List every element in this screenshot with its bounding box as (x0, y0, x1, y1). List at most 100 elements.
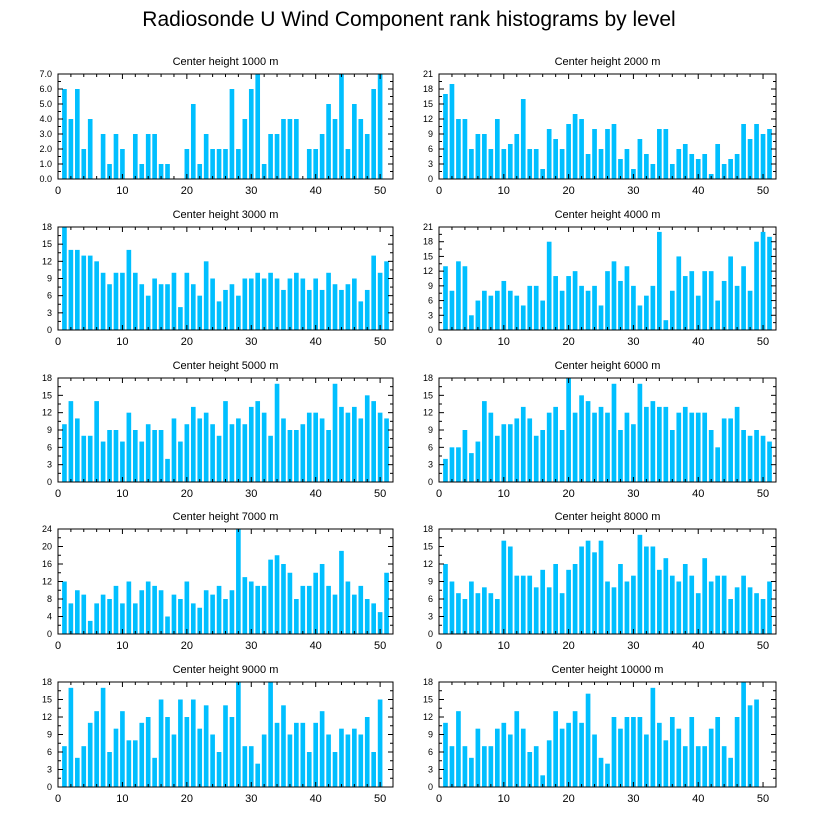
bar (546, 241, 552, 330)
bar (540, 775, 546, 787)
x-tick-label: 40 (310, 336, 322, 348)
bar (358, 585, 364, 635)
panel-title: Center height 4000 m (555, 209, 661, 221)
bar (319, 711, 325, 787)
bar (482, 401, 487, 482)
y-tick-label: 0 (428, 782, 433, 792)
bar (62, 89, 67, 179)
y-tick-label: 0 (47, 782, 52, 792)
bar (287, 278, 293, 330)
bar (107, 752, 112, 787)
bar (371, 255, 376, 330)
bar (527, 285, 533, 330)
bar (682, 144, 688, 179)
bar (377, 412, 383, 482)
bar (572, 412, 578, 482)
bar (695, 159, 701, 179)
bar (669, 430, 675, 482)
bar (760, 134, 766, 179)
x-tick-label: 20 (562, 336, 574, 348)
bar (319, 134, 325, 179)
bar (657, 406, 662, 482)
bar (178, 599, 183, 634)
bar (132, 272, 138, 330)
bar (120, 603, 125, 635)
bar (236, 149, 241, 179)
bar (94, 261, 99, 330)
bar (300, 585, 306, 635)
bar (87, 435, 93, 482)
bar (533, 149, 539, 179)
y-tick-label: 12 (423, 114, 433, 124)
x-tick-label: 0 (436, 185, 442, 197)
x-tick-label: 50 (757, 185, 769, 197)
y-tick-label: 6 (428, 296, 433, 306)
bar (132, 430, 138, 482)
bar (274, 134, 280, 179)
x-tick-label: 40 (692, 793, 704, 805)
bar (559, 593, 565, 634)
bar (527, 752, 533, 787)
bar (81, 149, 87, 179)
x-tick-label: 20 (181, 793, 193, 805)
bar (650, 546, 656, 634)
y-tick-label: 9 (47, 274, 52, 284)
bar (145, 581, 151, 634)
bar (754, 241, 759, 330)
bar (68, 249, 74, 330)
bar (462, 266, 468, 330)
bar (734, 285, 740, 330)
x-tick-label: 20 (181, 336, 193, 348)
bar (242, 119, 248, 179)
bar (364, 717, 370, 787)
bar (559, 728, 565, 787)
bar (624, 412, 630, 482)
bar (120, 441, 125, 482)
bar (462, 430, 468, 482)
bar (520, 575, 526, 634)
panel-title: Center height 3000 m (173, 209, 279, 221)
bar (384, 261, 389, 330)
bar (767, 441, 772, 482)
bar (663, 406, 669, 482)
bar (443, 458, 448, 482)
bar (572, 711, 578, 787)
bar (75, 418, 80, 482)
bar (145, 134, 151, 179)
y-tick-label: 2.0 (39, 144, 52, 154)
y-tick-label: 15 (42, 390, 52, 400)
x-tick-label: 20 (181, 640, 193, 652)
y-tick-label: 3 (428, 310, 433, 320)
bar (443, 722, 448, 787)
bar (203, 261, 209, 330)
bar (644, 734, 649, 787)
y-tick-label: 24 (42, 524, 52, 534)
panel-title: Center height 7000 m (173, 511, 279, 523)
x-tick-label: 0 (55, 640, 61, 652)
bar (631, 575, 636, 634)
bar (494, 728, 500, 787)
panel-title: Center height 10000 m (552, 664, 664, 676)
bar (268, 272, 273, 330)
panel-title: Center height 2000 m (555, 56, 661, 68)
y-tick-label: 6 (47, 442, 52, 452)
bar (494, 599, 500, 634)
bar (62, 227, 67, 330)
bar (605, 412, 610, 482)
x-tick-label: 0 (436, 488, 442, 500)
bar (332, 752, 338, 787)
x-tick-label: 30 (245, 640, 257, 652)
bar (708, 728, 714, 787)
y-tick-label: 15 (423, 99, 433, 109)
bar (281, 564, 286, 634)
x-tick-label: 30 (627, 640, 639, 652)
bar (171, 594, 177, 635)
bar (449, 447, 455, 482)
bar (747, 435, 753, 482)
bar (747, 705, 753, 787)
panel-3: Center height 3000 m 0 10 20 30 40 50 0 3 6 9 12 15 1… (42, 209, 394, 348)
y-tick-label: 12 (42, 408, 52, 418)
bar (120, 272, 125, 330)
bar (281, 289, 286, 330)
bar (598, 149, 604, 179)
